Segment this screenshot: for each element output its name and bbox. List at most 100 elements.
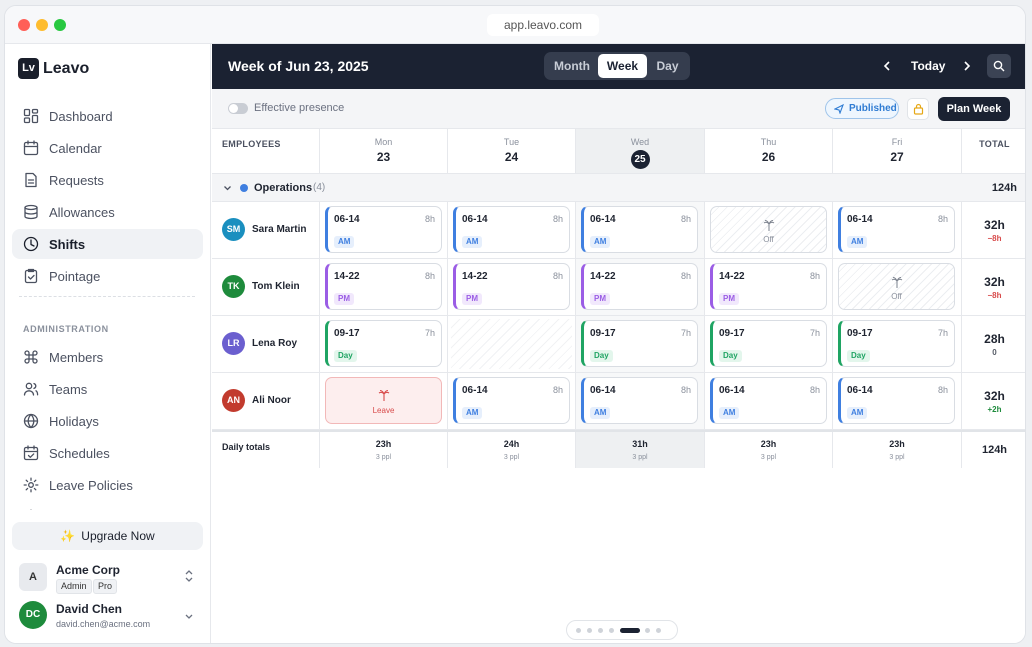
table-row: TK Tom Klein 14-22 8h PM 14-22 8h PM 14-… <box>212 259 1025 316</box>
today-button[interactable]: Today <box>911 59 946 73</box>
employee-cell[interactable]: LR Lena Roy <box>212 316 320 372</box>
schedule-cell[interactable]: 14-22 8h PM <box>448 259 576 315</box>
schedule-cell[interactable]: 06-14 8h AM <box>705 373 833 429</box>
schedule-cell[interactable]: 06-14 8h AM <box>833 202 962 258</box>
shift-card[interactable]: 06-14 8h AM <box>453 206 570 253</box>
day-header-tue[interactable]: Tue 24 <box>448 129 576 174</box>
sidebar-item-leave-policies[interactable]: Leave Policies <box>12 470 203 500</box>
schedule-cell[interactable]: 06-14 8h AM <box>576 373 705 429</box>
shift-type-badge: PM <box>334 293 354 305</box>
sidebar-item-pointage[interactable]: Pointage <box>12 261 203 291</box>
sidebar-item-shifts[interactable]: Shifts <box>12 229 203 259</box>
shift-card[interactable]: 14-22 8h PM <box>325 263 442 310</box>
daily-totals-label: Daily totals <box>222 442 271 452</box>
shift-card[interactable]: 06-14 8h AM <box>838 377 955 424</box>
shift-card[interactable]: 09-17 7h Day <box>838 320 955 367</box>
page-dot[interactable] <box>645 628 650 633</box>
shift-card[interactable]: 06-14 8h AM <box>325 206 442 253</box>
group-row-operations[interactable]: Operations (4) 124h <box>212 174 1025 202</box>
day-header-thu[interactable]: Thu 26 <box>705 129 833 174</box>
day-off-card[interactable]: Off <box>838 263 955 310</box>
effective-presence-toggle[interactable] <box>228 103 248 114</box>
sidebar-item-calendar[interactable]: Calendar <box>12 133 203 163</box>
chevron-right-icon[interactable] <box>962 60 972 72</box>
maximize-window-icon[interactable] <box>54 19 66 31</box>
empty-slot[interactable] <box>451 319 572 369</box>
schedule-cell[interactable]: 06-14 8h AM <box>448 202 576 258</box>
page-dot[interactable] <box>587 628 592 633</box>
plan-week-button[interactable]: Plan Week <box>938 97 1010 121</box>
day-header-wed[interactable]: Wed 25 <box>576 129 705 174</box>
day-number: 24 <box>504 150 519 164</box>
schedule-cell[interactable]: 09-17 7h Day <box>320 316 448 372</box>
lock-button[interactable] <box>907 98 929 120</box>
employee-cell[interactable]: SM Sara Martin <box>212 202 320 258</box>
sidebar-item-label: Calendar <box>49 141 102 156</box>
shift-card[interactable]: 06-14 8h AM <box>710 377 827 424</box>
user-menu[interactable]: DC David Chen david.chen@acme.com <box>19 601 204 641</box>
palm-tree-icon <box>763 220 775 231</box>
page-dot[interactable] <box>620 628 640 633</box>
sidebar-item-teams[interactable]: Teams <box>12 374 203 404</box>
chevron-down-icon[interactable] <box>223 184 232 192</box>
view-month-button[interactable]: Month <box>554 59 590 73</box>
leave-card[interactable]: Leave <box>325 377 442 424</box>
page-dot[interactable] <box>609 628 614 633</box>
published-badge[interactable]: Published <box>825 98 899 119</box>
shift-card[interactable]: 06-14 8h AM <box>838 206 955 253</box>
shift-card[interactable]: 14-22 8h PM <box>710 263 827 310</box>
employee-cell[interactable]: AN Ali Noor <box>212 373 320 429</box>
schedule-cell[interactable]: Leave <box>320 373 448 429</box>
shift-time: 09-17 <box>590 328 616 339</box>
page-dot[interactable] <box>598 628 603 633</box>
view-day-button[interactable]: Day <box>656 59 679 73</box>
day-header-mon[interactable]: Mon 23 <box>320 129 448 174</box>
schedule-cell[interactable]: 14-22 8h PM <box>320 259 448 315</box>
shift-card[interactable]: 06-14 8h AM <box>581 206 698 253</box>
page-dot[interactable] <box>576 628 581 633</box>
employee-cell[interactable]: TK Tom Klein <box>212 259 320 315</box>
shift-hours: 8h <box>552 214 563 224</box>
schedule-cell[interactable]: Off <box>833 259 962 315</box>
org-switcher[interactable]: A Acme Corp Admin Pro <box>19 559 204 599</box>
chevron-left-icon[interactable] <box>882 60 892 72</box>
close-window-icon[interactable] <box>18 19 30 31</box>
schedule-cell[interactable]: 06-14 8h AM <box>576 202 705 258</box>
shift-card[interactable]: 06-14 8h AM <box>453 377 570 424</box>
day-header-fri[interactable]: Fri 27 <box>833 129 962 174</box>
schedule-cell[interactable]: 09-17 7h Day <box>833 316 962 372</box>
minimize-window-icon[interactable] <box>36 19 48 31</box>
sidebar-item-holidays[interactable]: Holidays <box>12 406 203 436</box>
sidebar-item-collective-agreements[interactable]: Collective Agreements <box>12 502 203 510</box>
shift-hours: 8h <box>937 385 948 395</box>
shift-card[interactable]: 14-22 8h PM <box>453 263 570 310</box>
view-week-button[interactable]: Week <box>598 54 647 78</box>
shift-card[interactable]: 09-17 7h Day <box>581 320 698 367</box>
sidebar-item-allowances[interactable]: Allowances <box>12 197 203 227</box>
address-bar[interactable]: app.leavo.com <box>487 14 599 36</box>
shift-card[interactable]: 09-17 7h Day <box>325 320 442 367</box>
upgrade-button[interactable]: ✨ Upgrade Now <box>12 522 203 550</box>
schedule-cell[interactable] <box>448 316 576 372</box>
page-dot[interactable] <box>656 628 661 633</box>
sidebar-item-schedules[interactable]: Schedules <box>12 438 203 468</box>
schedule-cell[interactable]: 09-17 7h Day <box>705 316 833 372</box>
sidebar-item-dashboard[interactable]: Dashboard <box>12 101 203 131</box>
schedule-cell[interactable]: 06-14 8h AM <box>448 373 576 429</box>
schedule-cell[interactable]: Off <box>705 202 833 258</box>
day-off-card[interactable]: Off <box>710 206 827 253</box>
sidebar-item-members[interactable]: Members <box>12 342 203 372</box>
shift-type-badge: AM <box>462 407 483 419</box>
schedule-cell[interactable]: 09-17 7h Day <box>576 316 705 372</box>
schedule-cell[interactable]: 06-14 8h AM <box>833 373 962 429</box>
sidebar-item-requests[interactable]: Requests <box>12 165 203 195</box>
employee-total-hours: 32h <box>984 389 1005 403</box>
schedule-cell[interactable]: 14-22 8h PM <box>705 259 833 315</box>
shift-card[interactable]: 09-17 7h Day <box>710 320 827 367</box>
shift-card[interactable]: 14-22 8h PM <box>581 263 698 310</box>
shift-card[interactable]: 06-14 8h AM <box>581 377 698 424</box>
schedule-cell[interactable]: 06-14 8h AM <box>320 202 448 258</box>
schedule-cell[interactable]: 14-22 8h PM <box>576 259 705 315</box>
search-button[interactable] <box>987 54 1011 78</box>
brand-logo[interactable]: Lv Leavo <box>18 58 89 79</box>
